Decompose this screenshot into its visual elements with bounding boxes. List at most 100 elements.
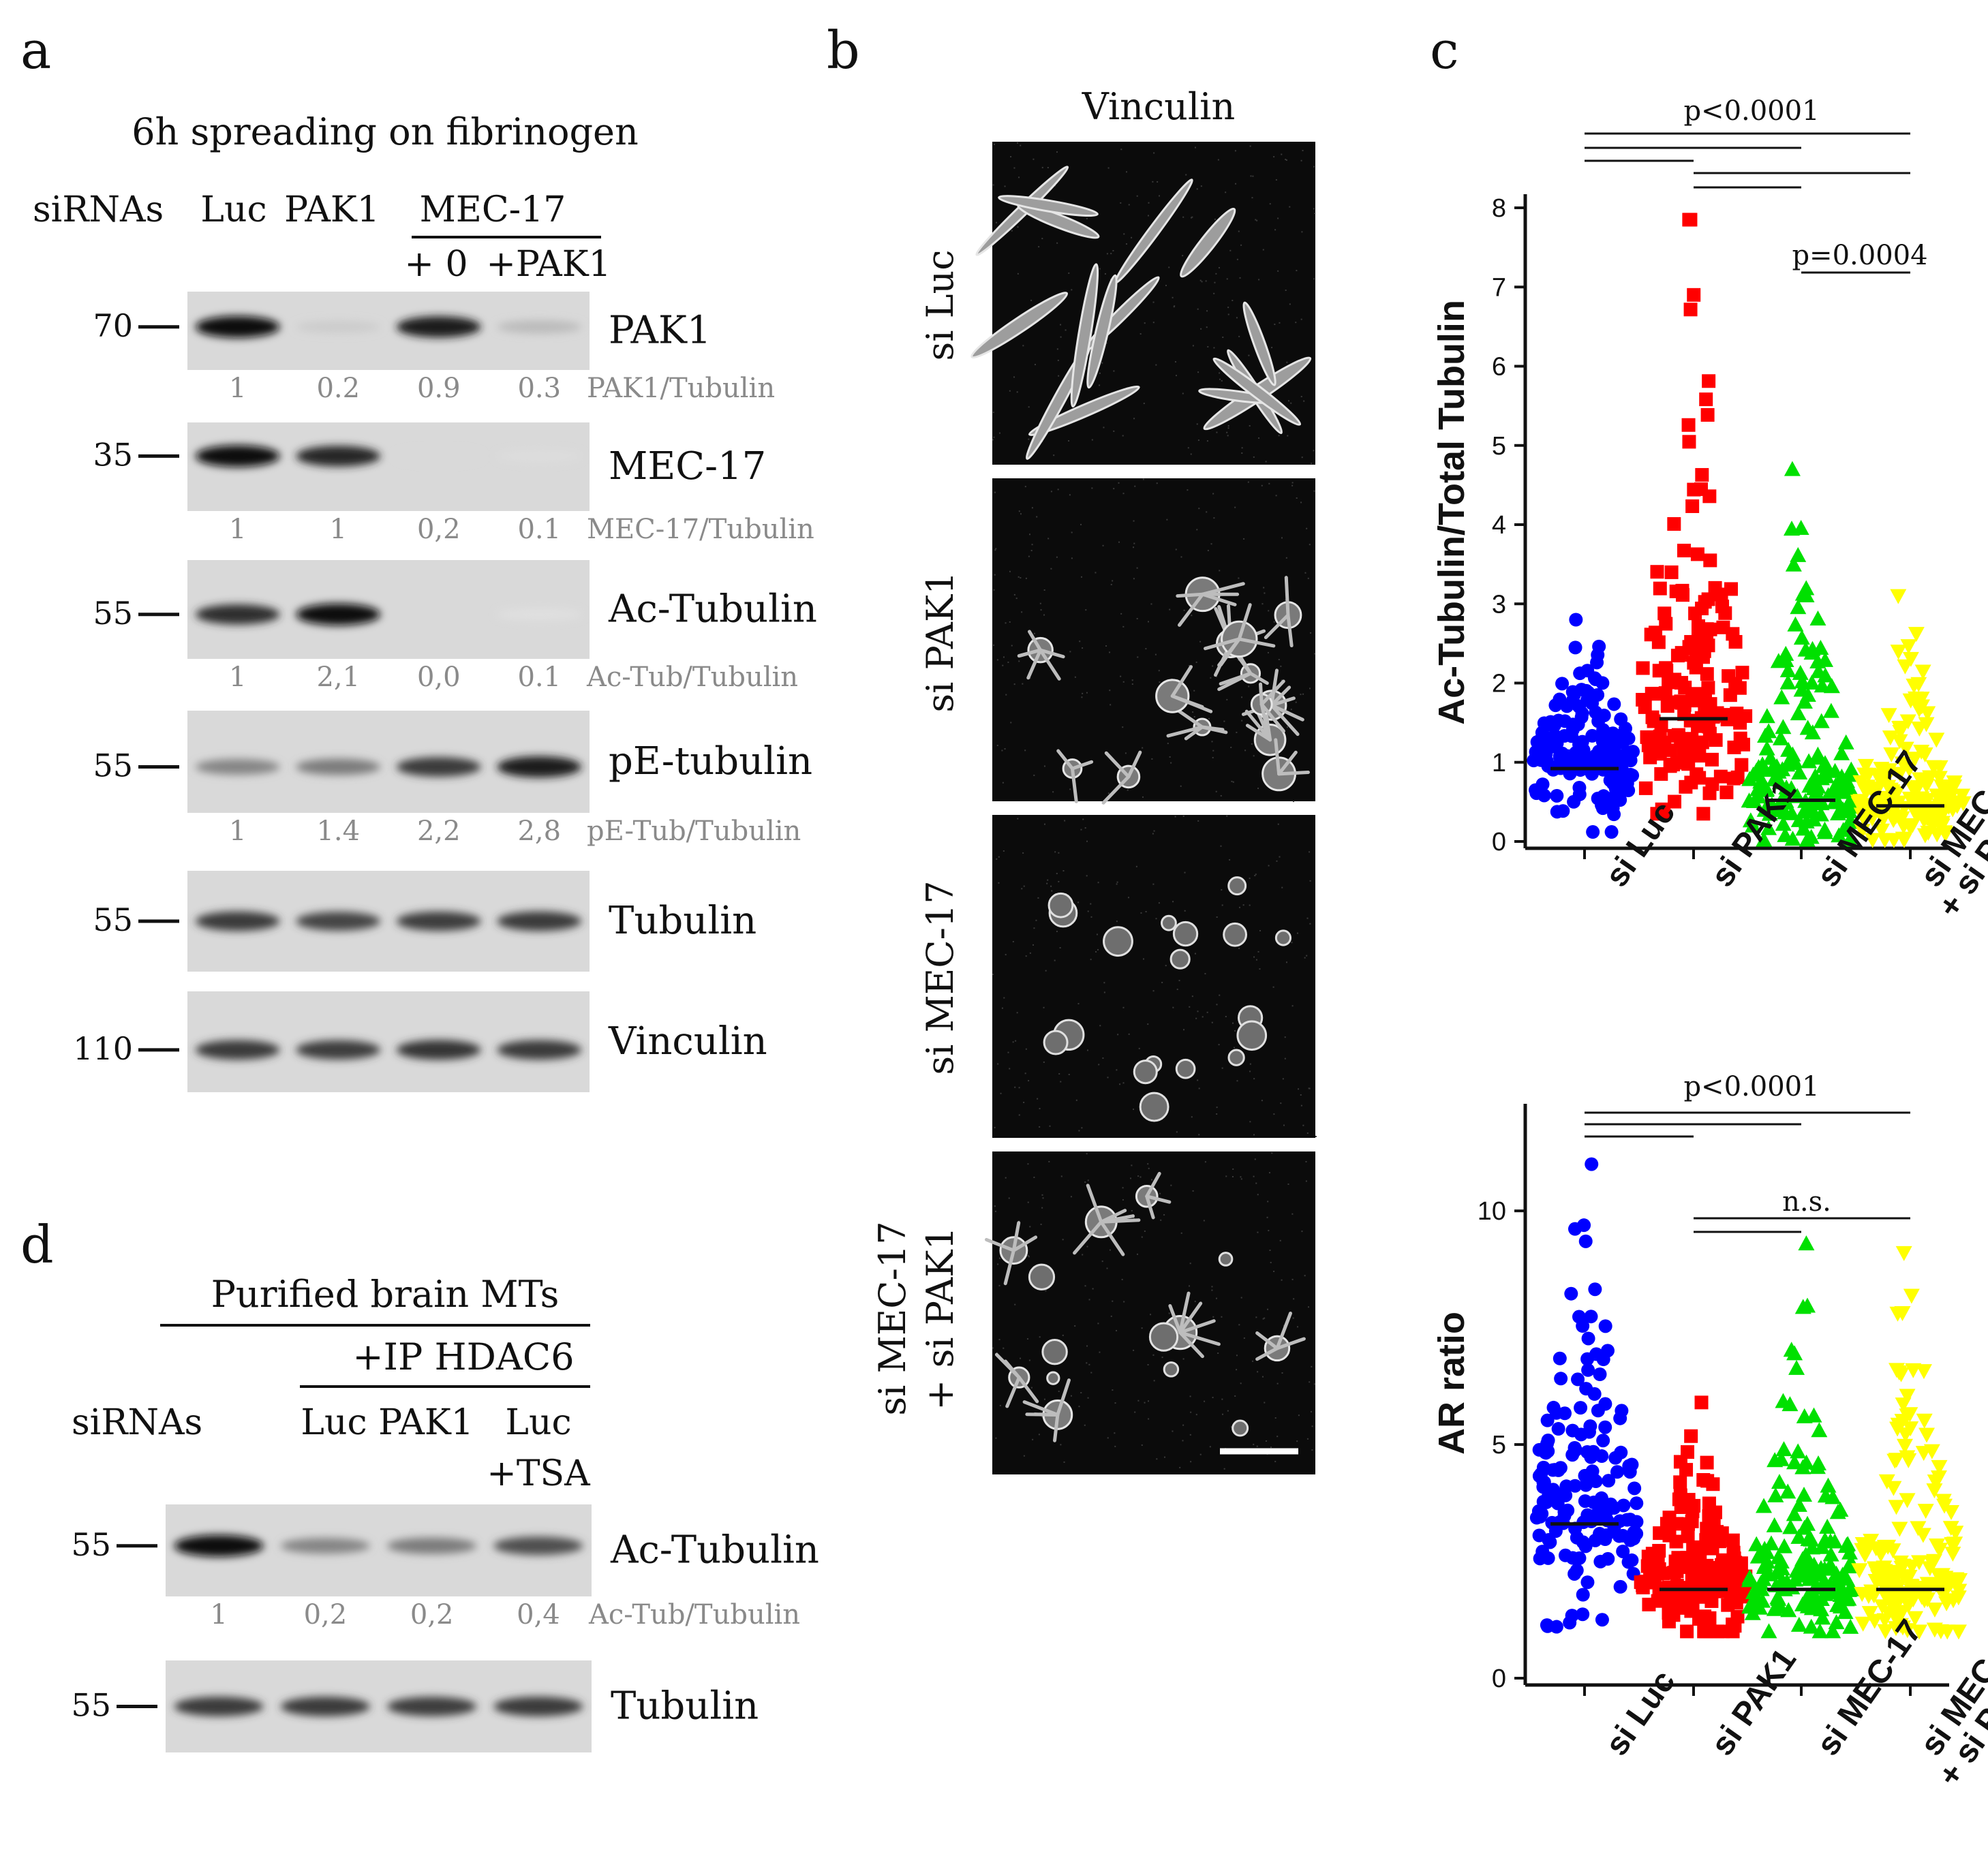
data-point [1906, 803, 1923, 819]
micrograph-noise [1284, 1057, 1286, 1060]
data-point [1782, 1519, 1799, 1534]
data-point [1585, 767, 1599, 781]
bottom-xlabel-siluc: si Luc [1599, 1664, 1683, 1762]
micrograph-noise [1313, 208, 1315, 210]
data-point [1625, 1553, 1639, 1567]
cell-protrusion [1073, 1220, 1103, 1255]
cell-protrusion [1244, 709, 1272, 742]
data-point [1661, 1592, 1675, 1606]
data-point [1832, 1501, 1849, 1517]
micrograph-noise [1206, 310, 1208, 312]
data-point [1790, 1616, 1807, 1632]
data-point [1780, 1602, 1797, 1618]
cell-protrusion [1177, 592, 1205, 627]
micrograph-noise [1017, 226, 1019, 228]
micrograph-noise [1038, 1434, 1040, 1436]
micrograph-noise [994, 1126, 996, 1128]
micrograph-noise [1020, 144, 1022, 146]
data-point [1689, 767, 1704, 782]
micrograph-noise [1236, 731, 1238, 733]
micrograph-noise [1303, 400, 1305, 402]
micrograph-noise [1291, 1213, 1294, 1215]
data-point [1895, 833, 1912, 848]
data-point [1627, 1481, 1642, 1496]
micrograph-noise [1198, 508, 1200, 510]
micrograph-noise [1205, 280, 1207, 282]
micrograph-noise [1240, 1178, 1242, 1180]
blot-band [497, 608, 582, 620]
micrograph-noise [1088, 1363, 1090, 1365]
micrograph-noise [1009, 1068, 1011, 1070]
blot-label: Ac-Tubulin [610, 1528, 819, 1573]
data-point [1790, 546, 1807, 562]
micrograph-noise [1248, 685, 1250, 687]
cell [1175, 1058, 1196, 1079]
micrograph-noise [1113, 430, 1115, 432]
micrograph-noise [1141, 1327, 1143, 1329]
data-point [1914, 664, 1931, 680]
data-point [1689, 654, 1703, 668]
micrograph-noise [1127, 897, 1129, 899]
micrograph-noise [1064, 820, 1066, 822]
cell-protrusion [1286, 613, 1294, 648]
series-4 [1851, 1246, 1968, 1640]
micrograph-noise [1152, 833, 1154, 835]
data-point [1854, 824, 1871, 839]
data-point [1726, 1533, 1740, 1547]
micrograph-noise [1195, 146, 1197, 149]
blot-band [296, 1040, 381, 1060]
micrograph-noise [1013, 683, 1015, 685]
data-point [1630, 1496, 1644, 1511]
data-point [1857, 758, 1874, 774]
micrograph-noise [1156, 482, 1158, 484]
data-point [1779, 674, 1796, 690]
micrograph-noise [1172, 1430, 1174, 1432]
blot-label: Tubulin [609, 899, 756, 943]
data-point [1643, 750, 1657, 764]
data-point [1799, 687, 1816, 702]
micrograph-noise [1131, 236, 1133, 238]
micrograph-noise [1236, 1369, 1238, 1371]
micrograph-noise [1196, 529, 1198, 531]
data-point [1918, 1427, 1936, 1443]
data-point [1771, 1474, 1788, 1489]
cell [1086, 274, 1118, 389]
micrograph-noise [1082, 1254, 1084, 1256]
micrograph-noise [1136, 195, 1138, 197]
data-point [1813, 770, 1830, 786]
micrograph-noise [1004, 748, 1006, 750]
micrograph-noise [997, 1263, 999, 1265]
data-point [1854, 1616, 1871, 1632]
data-point [1856, 1547, 1874, 1563]
data-point [1565, 1609, 1579, 1623]
data-point [1783, 755, 1800, 771]
micrograph-noise [1302, 1124, 1304, 1126]
blot-band [280, 1538, 370, 1554]
micrograph-noise [1257, 788, 1259, 790]
quant-value: 0.3 [517, 373, 561, 404]
data-point [1798, 1235, 1815, 1251]
micrograph-noise [1155, 364, 1157, 366]
data-point [1880, 708, 1897, 724]
data-point [1873, 809, 1890, 824]
data-point [1809, 1459, 1826, 1474]
micrograph-noise [1031, 544, 1033, 546]
micrograph-noise [1152, 990, 1154, 992]
micrograph-noise [1310, 1410, 1312, 1412]
micrograph-noise [1056, 931, 1058, 933]
data-point [1663, 743, 1677, 758]
data-point [1702, 1611, 1717, 1625]
data-point [1708, 1505, 1722, 1519]
micrograph-noise [1275, 495, 1277, 497]
micrograph-noise [1120, 202, 1122, 204]
micrograph-noise [1112, 1389, 1114, 1391]
micrograph-noise [1027, 1201, 1029, 1203]
micrograph-noise [1156, 1458, 1158, 1460]
micrograph-noise [1023, 1455, 1025, 1457]
data-point [1706, 1520, 1720, 1534]
micrograph-noise [1106, 253, 1108, 255]
data-point [1786, 1506, 1803, 1521]
quant-value: 1 [229, 514, 246, 545]
micrograph-noise [1022, 345, 1024, 347]
data-point [1908, 627, 1925, 643]
